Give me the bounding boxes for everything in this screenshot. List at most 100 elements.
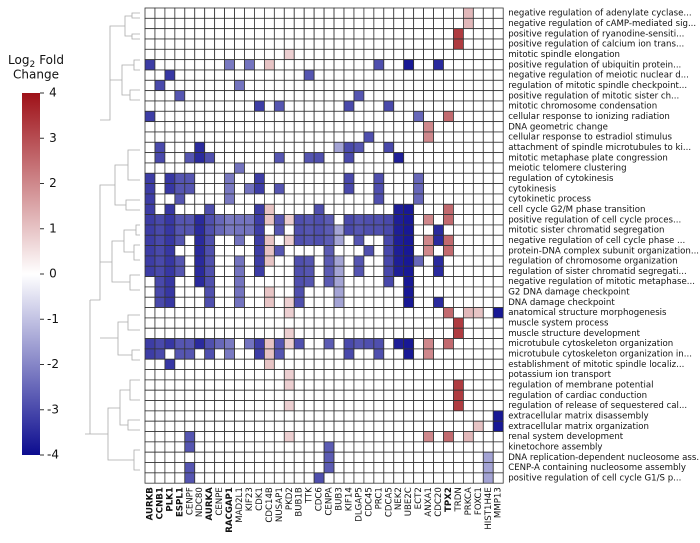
empty-cell — [263, 131, 275, 143]
empty-cell — [323, 162, 335, 174]
empty-cell — [323, 286, 335, 298]
cell — [254, 255, 265, 267]
empty-cell — [234, 410, 245, 422]
row-label: G2 DNA damage checkpoint — [508, 288, 630, 298]
cell — [204, 265, 216, 277]
empty-cell — [423, 307, 434, 319]
cell — [194, 265, 206, 277]
empty-cell — [323, 420, 335, 432]
empty-cell — [333, 193, 345, 205]
empty-cell — [492, 203, 504, 216]
cell — [254, 338, 265, 350]
empty-cell — [323, 379, 335, 391]
empty-cell — [403, 327, 415, 339]
empty-cell — [343, 431, 355, 443]
empty-cell — [174, 69, 186, 81]
empty-cell — [492, 338, 504, 350]
empty-cell — [263, 327, 275, 339]
empty-cell — [383, 286, 395, 298]
cell — [214, 224, 225, 236]
empty-cell — [164, 17, 176, 30]
empty-cell — [482, 100, 494, 112]
empty-cell — [194, 307, 206, 319]
empty-cell — [433, 172, 444, 185]
empty-cell — [204, 317, 216, 329]
cell — [403, 296, 415, 308]
cell — [144, 348, 156, 360]
empty-cell — [254, 141, 265, 154]
empty-cell — [333, 100, 345, 112]
empty-cell — [492, 48, 504, 61]
empty-cell — [433, 431, 444, 443]
empty-cell — [443, 193, 454, 205]
empty-cell — [244, 69, 255, 81]
cell — [443, 245, 454, 257]
cell — [204, 296, 216, 308]
empty-cell — [433, 38, 444, 50]
empty-cell — [353, 172, 365, 185]
empty-cell — [363, 389, 375, 401]
cell — [273, 152, 285, 164]
empty-cell — [443, 472, 454, 484]
empty-cell — [224, 379, 235, 391]
empty-cell — [323, 472, 335, 484]
empty-cell — [303, 317, 315, 329]
cell — [224, 348, 235, 360]
empty-cell — [433, 276, 444, 288]
empty-cell — [194, 348, 206, 360]
empty-cell — [174, 152, 186, 164]
empty-cell — [214, 441, 225, 453]
empty-cell — [443, 265, 454, 277]
empty-cell — [333, 338, 345, 350]
empty-cell — [254, 317, 265, 329]
empty-cell — [403, 100, 415, 112]
empty-cell — [403, 379, 415, 391]
empty-cell — [443, 79, 454, 92]
empty-cell — [164, 400, 176, 412]
empty-cell — [423, 400, 434, 412]
empty-cell — [462, 410, 474, 422]
row-label: cytokinesis — [508, 184, 556, 194]
empty-cell — [194, 110, 206, 123]
cell — [453, 327, 464, 339]
empty-cell — [323, 48, 335, 61]
cell — [204, 348, 216, 360]
cell — [273, 224, 285, 236]
colorbar-label-sub: 2 — [29, 60, 35, 70]
empty-cell — [393, 48, 405, 61]
empty-cell — [234, 141, 245, 154]
empty-cell — [433, 327, 444, 339]
empty-cell — [482, 441, 494, 453]
column-label: BUB1B — [295, 487, 305, 517]
empty-cell — [363, 203, 375, 216]
empty-cell — [492, 276, 504, 288]
empty-cell — [363, 441, 375, 453]
empty-cell — [234, 245, 245, 257]
empty-cell — [263, 7, 275, 19]
empty-cell — [313, 286, 325, 298]
empty-cell — [373, 100, 385, 112]
empty-cell — [462, 183, 474, 195]
row-label: mitotic spindle elongation — [508, 50, 620, 60]
empty-cell — [224, 203, 235, 216]
empty-cell — [443, 141, 454, 154]
empty-cell — [443, 69, 454, 81]
row-label: cell cycle G2/M phase transition — [508, 205, 645, 215]
empty-cell — [492, 131, 504, 143]
empty-cell — [343, 162, 355, 174]
cell — [393, 245, 405, 257]
empty-cell — [293, 358, 305, 370]
cell — [363, 338, 375, 350]
empty-cell — [283, 317, 295, 329]
empty-cell — [353, 348, 365, 360]
empty-cell — [443, 224, 454, 236]
cell — [263, 203, 275, 216]
empty-cell — [403, 48, 415, 61]
empty-cell — [373, 121, 385, 133]
empty-cell — [363, 358, 375, 370]
cell — [413, 183, 424, 195]
row-label: establishment of mitotic spindle localiz… — [508, 360, 684, 370]
empty-cell — [214, 369, 225, 381]
empty-cell — [472, 121, 484, 133]
empty-cell — [283, 7, 295, 19]
